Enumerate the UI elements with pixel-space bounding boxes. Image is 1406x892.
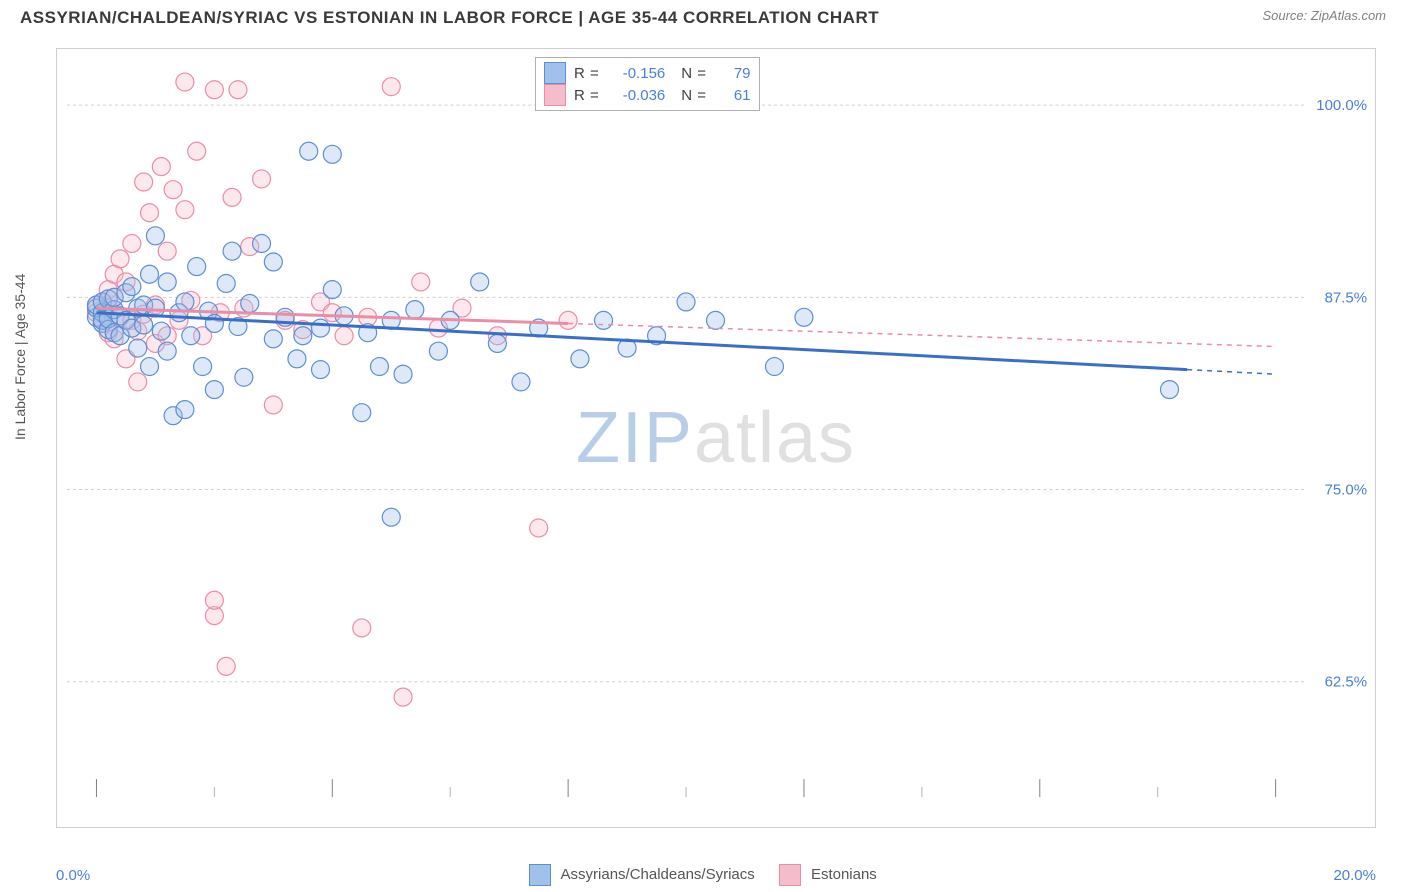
chart-svg: 62.5% 75.0% 87.5% 100.0% [57,49,1375,827]
r-label: R = [574,87,599,104]
r-value-estonian: -0.036 [607,87,665,104]
n-label: N = [681,65,706,82]
stats-legend-row-estonian: R = -0.036 N = 61 [544,84,751,106]
legend-swatch-assyrian [544,62,566,84]
x-axis-end-label: 20.0% [1333,867,1376,884]
source-attribution: Source: ZipAtlas.com [1262,8,1386,23]
legend-label-assyrian: Assyrians/Chaldeans/Syriacs [561,866,755,883]
svg-text:87.5%: 87.5% [1325,289,1367,306]
legend-item-assyrian: Assyrians/Chaldeans/Syriacs [529,864,755,886]
chart-area: 62.5%75.0%87.5%100.0% ZIPatlas R = -0.15… [56,48,1376,828]
y-axis-label: In Labor Force | Age 35-44 [12,274,28,440]
x-axis-start-label: 0.0% [56,867,90,884]
svg-text:62.5%: 62.5% [1325,674,1367,691]
r-value-assyrian: -0.156 [607,65,665,82]
legend-item-estonian: Estonians [779,864,877,886]
legend-swatch-assyrian [529,864,551,886]
svg-text:100.0%: 100.0% [1316,97,1367,114]
legend-swatch-estonian [544,84,566,106]
legend-swatch-estonian [779,864,801,886]
stats-legend: R = -0.156 N = 79 R = -0.036 N = 61 [535,57,760,111]
r-label: R = [574,65,599,82]
n-value-estonian: 61 [715,87,751,104]
series-legend: 0.0% Assyrians/Chaldeans/Syriacs Estonia… [0,864,1406,886]
legend-label-estonian: Estonians [811,866,877,883]
svg-text:75.0%: 75.0% [1325,482,1367,499]
n-value-assyrian: 79 [715,65,751,82]
chart-title: ASSYRIAN/CHALDEAN/SYRIAC VS ESTONIAN IN … [20,8,879,28]
stats-legend-row-assyrian: R = -0.156 N = 79 [544,62,751,84]
n-label: N = [681,87,706,104]
